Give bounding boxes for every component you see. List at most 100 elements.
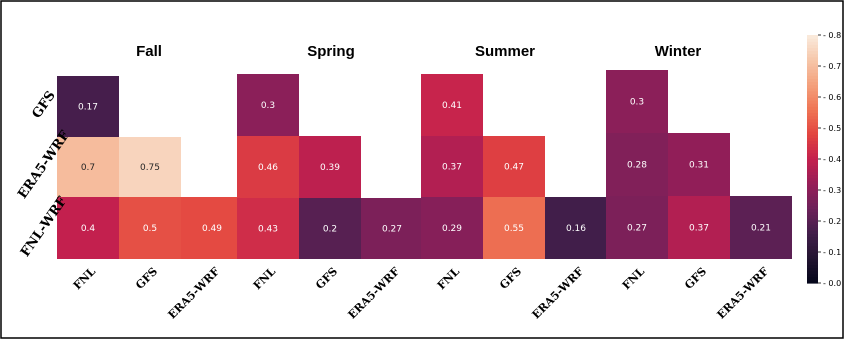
colorbar-segment xyxy=(807,72,818,76)
colorbar-segment xyxy=(807,109,818,114)
colorbar-segment xyxy=(807,264,818,269)
colorbar-segment xyxy=(807,140,818,145)
colorbar-segment xyxy=(807,97,818,101)
colorbar-segment xyxy=(807,47,818,52)
colorbar-segment xyxy=(807,214,818,219)
x-tick-label-fall-0: FNL xyxy=(71,265,98,292)
heatmap-cell-summer-r0-c0 xyxy=(421,74,483,136)
heatmap-cell-spring-r2-c1 xyxy=(299,198,361,259)
colorbar-segment xyxy=(807,128,818,132)
colorbar-segment xyxy=(807,35,818,39)
cell-label-fall-r2-c0: 0.4 xyxy=(81,224,96,234)
heatmap-cell-spring-r1-c1 xyxy=(299,136,361,198)
colorbar-segment xyxy=(807,276,818,281)
colorbar-tick-label-2: - 0.2 xyxy=(823,217,841,226)
heatmap-cell-winter-r2-c2 xyxy=(730,196,792,259)
colorbar-segment xyxy=(807,224,818,228)
colorbar-segment xyxy=(807,255,818,259)
colorbar-segment xyxy=(807,252,818,256)
colorbar-segment xyxy=(807,152,818,157)
colorbar-segment xyxy=(807,38,818,42)
x-tick-label-winter-2: ERA5-WRF xyxy=(715,265,772,322)
colorbar-segment xyxy=(807,78,818,83)
cell-label-winter-r0-c0: 0.3 xyxy=(630,98,644,108)
colorbar-segment xyxy=(807,81,818,86)
colorbar-segment xyxy=(807,115,818,120)
colorbar-tick-label-8: - 0.8 xyxy=(823,31,841,40)
heatmap-cell-winter-r1-c0 xyxy=(606,133,668,196)
colorbar-segment xyxy=(807,59,818,64)
colorbar-tick-label-3: - 0.3 xyxy=(823,186,841,195)
colorbar-segment xyxy=(807,208,818,213)
cell-label-summer-r2-c0: 0.29 xyxy=(442,224,462,234)
colorbar-segment xyxy=(807,66,818,70)
cell-label-spring-r1-c0: 0.46 xyxy=(258,163,278,173)
colorbar-segment xyxy=(807,44,818,48)
x-tick-label-summer-0: FNL xyxy=(435,265,462,292)
x-tick-label-summer-1: GFS xyxy=(497,265,524,292)
cell-label-summer-r1-c0: 0.37 xyxy=(442,163,462,173)
colorbar-segment xyxy=(807,62,818,67)
colorbar-tick-label-6: - 0.6 xyxy=(823,93,841,102)
heatmap-cell-summer-r1-c0 xyxy=(421,136,483,197)
cell-label-spring-r0-c0: 0.3 xyxy=(261,101,275,111)
colorbar-segment xyxy=(807,230,818,234)
colorbar-segment xyxy=(807,205,818,210)
colorbar-segment xyxy=(807,100,818,104)
colorbar-segment xyxy=(807,245,818,250)
heatmap-cell-winter-r1-c1 xyxy=(668,133,730,196)
cell-label-fall-r1-c0: 0.7 xyxy=(81,163,95,173)
colorbar-segment xyxy=(807,196,818,200)
heatmap-cell-fall-r1-c1 xyxy=(119,137,181,197)
colorbar-segment xyxy=(807,134,818,138)
colorbar-segment xyxy=(807,248,818,253)
colorbar-tick-label-0: - 0.0 xyxy=(823,279,841,288)
cell-label-summer-r1-c1: 0.47 xyxy=(504,163,524,173)
colorbar-segment xyxy=(807,143,818,148)
colorbar-segment xyxy=(807,236,818,241)
x-tick-label-winter-0: FNL xyxy=(620,265,647,292)
colorbar-tick-label-7: - 0.7 xyxy=(823,62,841,71)
colorbar-segment xyxy=(807,112,818,117)
colorbar-segment xyxy=(807,165,818,169)
colorbar-segment xyxy=(807,193,818,197)
heatmap-cell-summer-r2-c0 xyxy=(421,197,483,259)
colorbar-segment xyxy=(807,137,818,141)
x-tick-label-spring-0: FNL xyxy=(251,265,278,292)
colorbar-segment xyxy=(807,106,818,110)
heatmap-cell-fall-r2-c2 xyxy=(181,197,243,259)
heatmap-cell-spring-r2-c2 xyxy=(361,198,423,259)
heatmap-cell-winter-r0-c0 xyxy=(606,70,668,133)
colorbar-segment xyxy=(807,186,818,191)
x-tick-label-fall-2: ERA5-WRF xyxy=(166,265,223,322)
colorbar-segment xyxy=(807,239,818,244)
colorbar-segment xyxy=(807,171,818,176)
x-tick-label-winter-1: GFS xyxy=(682,265,709,292)
colorbar-segment xyxy=(807,273,818,278)
colorbar-segment xyxy=(807,121,818,126)
cell-label-spring-r2-c0: 0.43 xyxy=(258,225,278,235)
colorbar-segment xyxy=(807,90,818,95)
heatmap-cell-spring-r2-c0 xyxy=(237,198,299,259)
colorbar-segment xyxy=(807,211,818,216)
heatmap-cell-fall-r2-c1 xyxy=(119,197,181,259)
colorbar-segment xyxy=(807,190,818,194)
colorbar-segment xyxy=(807,75,818,79)
heatmap-cell-spring-r0-c0 xyxy=(237,74,299,136)
colorbar-segment xyxy=(807,124,818,129)
colorbar-segment xyxy=(807,84,818,89)
cell-label-spring-r2-c1: 0.2 xyxy=(323,225,337,235)
colorbar-segment xyxy=(807,217,818,222)
x-tick-label-spring-2: ERA5-WRF xyxy=(346,265,403,322)
heatmap-cell-fall-r1-c0 xyxy=(57,137,119,197)
colorbar-segment xyxy=(807,227,818,231)
colorbar-segment xyxy=(807,202,818,207)
colorbar-segment xyxy=(807,87,818,92)
colorbar-segment xyxy=(807,50,818,55)
heatmap-cell-summer-r2-c2 xyxy=(545,197,607,259)
cell-label-fall-r1-c1: 0.75 xyxy=(140,163,160,173)
colorbar-segment xyxy=(807,233,818,238)
